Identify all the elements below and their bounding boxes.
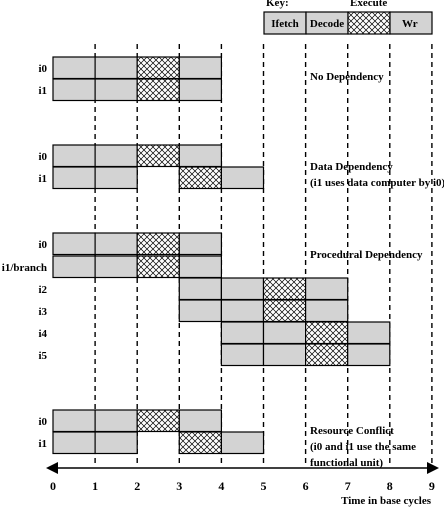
ifetch-stage	[220, 343, 265, 367]
execute-stage	[136, 56, 180, 80]
decode-stage	[262, 321, 307, 345]
decode-stage	[94, 409, 138, 433]
decode-stage	[94, 232, 138, 256]
decode-stage	[94, 78, 138, 102]
tick-label: 4	[218, 479, 224, 493]
ifetch-stage	[52, 431, 96, 455]
instruction-label: i0	[38, 63, 47, 75]
decode-stage	[94, 56, 138, 80]
writeback-stage	[347, 321, 391, 345]
key-execute-box	[347, 11, 391, 35]
time-axis: 0 1 2 3 4 5 6 7 8 9 Time in base cycles	[46, 462, 439, 507]
key-writeback-label: Wr	[402, 18, 418, 30]
writeback-stage	[178, 56, 223, 80]
scenario-note-line: Resource Conflict	[310, 425, 394, 437]
execute-stage	[178, 431, 223, 455]
decode-stage	[220, 299, 265, 323]
writeback-stage	[178, 409, 223, 433]
tick-label: 3	[176, 479, 182, 493]
axis-ticks: 0 1 2 3 4 5 6 7 8 9	[50, 479, 435, 493]
ifetch-stage	[52, 409, 96, 433]
decode-stage	[94, 166, 138, 190]
scenario-note-line: (i0 and i1 use the same	[310, 441, 416, 453]
key-execute-label: Execute	[350, 0, 387, 9]
instruction-label: i0	[38, 151, 47, 163]
key-writeback-box	[389, 11, 433, 35]
ifetch-stage	[52, 144, 96, 168]
execute-stage	[136, 144, 180, 168]
scenario-note-line: (i1 uses data computer by i0)	[310, 177, 444, 189]
scenario-note-line: Data Dependency	[310, 161, 393, 173]
ifetch-stage	[178, 299, 223, 323]
instruction-label: i2	[38, 284, 47, 296]
writeback-stage	[178, 255, 223, 279]
instruction-label: i0	[38, 416, 47, 428]
tick-label: 0	[50, 479, 56, 493]
decode-stage	[94, 431, 138, 455]
axis-right-arrow	[427, 462, 439, 474]
execute-stage	[305, 321, 349, 345]
tick-label: 1	[92, 479, 98, 493]
writeback-stage	[305, 299, 349, 323]
scenario-note-line: functional unit)	[310, 457, 383, 469]
tick-label: 2	[134, 479, 140, 493]
key-decode-label: Decode	[310, 18, 344, 30]
instruction-label: i1	[38, 438, 47, 450]
execute-stage	[262, 299, 307, 323]
writeback-stage	[305, 277, 349, 301]
scenario-notes: No Dependency Data Dependency (i1 uses dat…	[310, 71, 444, 469]
writeback-stage	[220, 431, 265, 455]
execute-stage	[136, 78, 180, 102]
ifetch-stage	[52, 166, 96, 190]
instruction-label: i0	[38, 239, 47, 251]
decode-stage	[94, 144, 138, 168]
ifetch-stage	[52, 56, 96, 80]
execute-stage	[178, 166, 223, 190]
writeback-stage	[220, 166, 265, 190]
scenario-note-line: Procedural Dependency	[310, 249, 423, 261]
key-ifetch-label: Ifetch	[271, 18, 299, 30]
decode-stage	[94, 255, 138, 279]
ifetch-stage	[52, 78, 96, 102]
scenario-resource-conflict: i0 i1	[38, 409, 265, 455]
instruction-label: i1	[38, 85, 47, 97]
tick-label: 8	[387, 479, 393, 493]
tick-label: 5	[261, 479, 267, 493]
key-legend: Key: Execute Ifetch Decode Wr	[263, 0, 433, 35]
execute-stage	[262, 277, 307, 301]
key-title: Key:	[266, 0, 289, 9]
ifetch-stage	[52, 232, 96, 256]
axis-left-arrow	[46, 462, 58, 474]
tick-label: 7	[345, 479, 351, 493]
axis-label: Time in base cycles	[341, 495, 432, 507]
writeback-stage	[178, 144, 223, 168]
instruction-label: i1/branch	[2, 262, 47, 274]
instruction-label: i1	[38, 173, 47, 185]
writeback-stage	[347, 343, 391, 367]
execute-stage	[305, 343, 349, 367]
ifetch-stage	[52, 255, 96, 279]
decode-stage	[220, 277, 265, 301]
tick-label: 6	[303, 479, 309, 493]
execute-stage	[136, 409, 180, 433]
scenario-procedural-dependency: i0 i1/branch i2 i3 i4 i5	[2, 232, 391, 367]
scenario-no-dependency: i0 i1	[38, 56, 223, 102]
pipeline-rows: i0 i1 i0 i1 i0 i1/branch i2 i3 i4 i5 i0 i1	[2, 56, 391, 455]
decode-stage	[262, 343, 307, 367]
instruction-label: i4	[38, 328, 47, 340]
execute-stage	[136, 232, 180, 256]
writeback-stage	[178, 232, 223, 256]
instruction-label: i5	[38, 350, 47, 362]
scenario-data-dependency: i0 i1	[38, 144, 265, 190]
scenario-note-line: No Dependency	[310, 71, 384, 83]
ifetch-stage	[220, 321, 265, 345]
ifetch-stage	[178, 277, 223, 301]
writeback-stage	[178, 78, 223, 102]
instruction-label: i3	[38, 306, 47, 318]
tick-label: 9	[429, 479, 435, 493]
execute-stage	[136, 255, 180, 279]
